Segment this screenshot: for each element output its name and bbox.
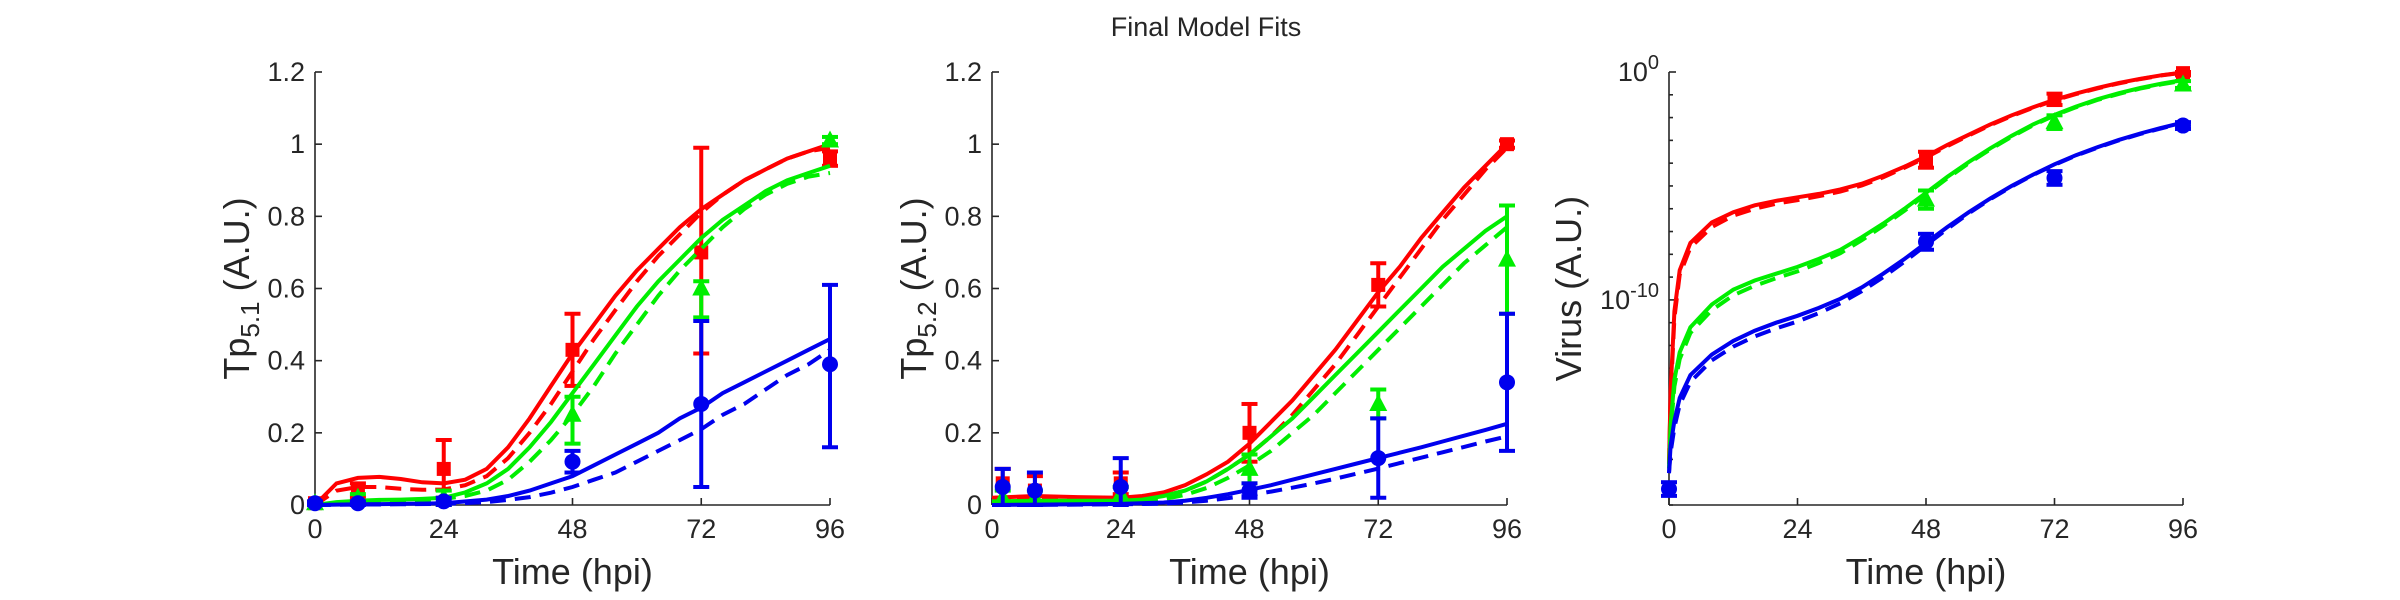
x-axis-label: Time (hpi) [1846,551,2007,592]
data-point-green-triangle [1498,249,1516,267]
fit-line-dashed-blue [992,434,1508,507]
x-tick-label: 48 [557,514,587,544]
chart-panel-1: 0 24 48 72 96 0 0.2 0.4 0.6 0.8 1 1.2 Time (hpi) Tp5.… [216,57,845,592]
data-point-red-square [1242,425,1257,440]
chart-panel-2: 0 24 48 72 96 0 0.2 0.4 0.6 0.8 1 1.2 Time (hpi) Tp5.… [893,57,1522,592]
x-tick-label: 72 [686,514,716,544]
data-point-blue-circle [693,395,710,412]
x-axis-label: Time (hpi) [492,551,653,592]
data-point-red-square [1371,277,1386,292]
y-tick-label: 0.2 [944,418,982,448]
x-tick-label: 96 [1492,514,1522,544]
fit-line-dashed-blue [314,348,832,507]
x-tick-label: 0 [307,514,322,544]
data-point-blue-circle [822,356,838,373]
data-point-blue-circle [1499,374,1515,391]
data-point-blue-circle [994,478,1011,495]
y-tick-label: 0.6 [267,274,305,304]
x-tick-label: 0 [984,514,999,544]
series-blue [991,311,1515,507]
data-point-blue-circle [307,495,323,512]
y-tick-label: 1.2 [944,57,982,87]
x-tick-label: 24 [1106,514,1136,544]
data-point-blue-circle [2175,117,2191,134]
data-point-green-triangle [563,404,582,422]
x-tick-label: 48 [1911,514,1941,544]
data-point-blue-circle [1918,233,1934,250]
x-tick-label: 0 [1661,514,1676,544]
data-point-green-triangle [2174,74,2192,92]
x-tick-label: 72 [1363,514,1393,544]
series-blue [1661,117,2191,498]
y-tick-label: 10-10 [1600,280,1659,315]
fit-line-solid-blue [314,337,831,507]
data-point-blue-circle [1241,482,1258,499]
y-tick-label: 0.8 [267,201,305,231]
data-point-red-square [2176,66,2190,81]
data-point-green-triangle [1240,458,1259,476]
series-red [1667,66,2191,465]
fit-line-solid-green [991,214,1509,504]
y-tick-label: 100 [1618,52,1659,87]
data-point-green-triangle [692,278,711,296]
data-point-red-square [2047,92,2062,107]
y-axis-label: Virus (A.U.) [1548,196,1589,381]
data-point-red-square [694,245,709,260]
y-tick-label: 0.2 [267,418,305,448]
x-tick-label: 72 [2039,514,2069,544]
data-point-green-triangle [1369,393,1388,411]
fit-line-solid-blue [991,421,1508,507]
x-tick-label: 48 [1234,514,1264,544]
y-axis-label: Tp5.1 (A.U.) [216,197,265,379]
y-tick-label: 0 [967,490,982,520]
figure-title: Final Model Fits [1111,12,1302,42]
y-axis-label: Tp5.2 (A.U.) [893,197,942,379]
chart-panel-3: 0 24 48 72 96 100 10-10 Time (hpi) Virus (A.U.) [1548,52,2198,592]
y-tick-label: 0.4 [944,346,982,376]
plots-container: 0 24 48 72 96 0 0.2 0.4 0.6 0.8 1 1.2 Time (hpi) Tp5.… [216,52,2198,592]
y-tick-label: 1.2 [267,57,305,87]
x-tick-label: 24 [429,514,459,544]
data-point-green-triangle [821,130,839,148]
fit-line-solid-red [991,142,1509,500]
data-point-green-triangle [1917,189,1935,207]
y-tick-label: 0.6 [944,274,982,304]
series-green [1667,74,2192,469]
data-point-red-square [436,461,451,476]
data-point-blue-circle [564,453,581,470]
data-point-blue-circle [2046,169,2063,186]
data-point-blue-circle [1112,478,1129,495]
data-point-red-square [823,151,837,166]
x-tick-label: 96 [815,514,845,544]
data-point-blue-circle [1370,450,1387,467]
data-point-blue-circle [1026,482,1043,499]
fit-line-solid-red [1667,70,2184,465]
data-point-red-square [1919,152,1933,167]
y-tick-label: 1 [290,129,305,159]
y-tick-label: 0.4 [267,346,305,376]
y-tick-label: 0 [290,490,305,520]
series-blue [307,282,838,512]
data-point-blue-circle [435,493,452,510]
x-tick-label: 96 [2168,514,2198,544]
y-tick-label: 1 [967,129,982,159]
y-tick-label: 0.8 [944,201,982,231]
data-point-green-triangle [2045,112,2064,130]
fit-line-solid-green [314,163,831,507]
x-axis-label: Time (hpi) [1169,551,1330,592]
data-point-blue-circle [349,495,366,512]
fit-line-solid-blue [1667,120,2184,474]
data-point-blue-circle [1661,481,1677,498]
data-point-red-square [1500,137,1514,152]
x-tick-label: 24 [1782,514,1812,544]
data-point-red-square [565,342,580,357]
fit-line-solid-green [1667,78,2184,469]
